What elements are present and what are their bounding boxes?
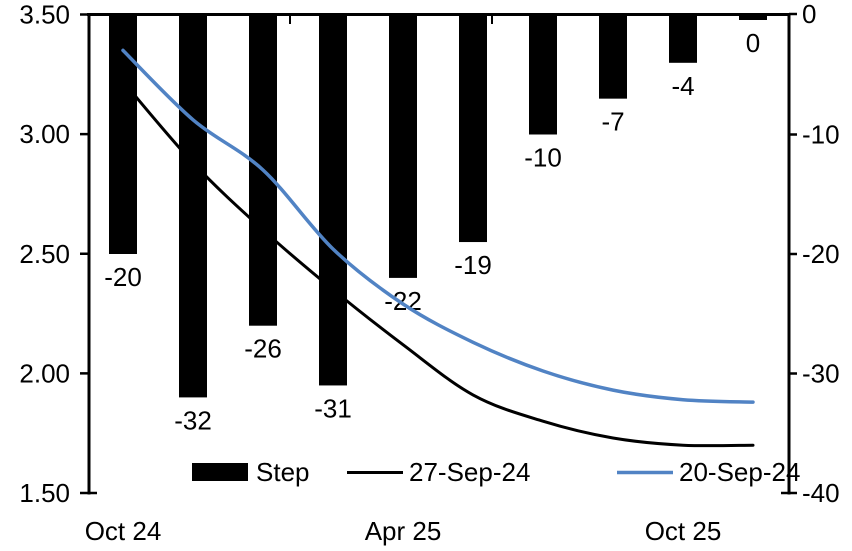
bar-step bbox=[739, 15, 767, 20]
right-axis-tick-label: 0 bbox=[802, 0, 816, 29]
bar-value-label: -19 bbox=[454, 250, 492, 280]
line-series-27-sep-24 bbox=[121, 79, 755, 448]
bar-value-label: -26 bbox=[244, 334, 282, 364]
right-axis-tick-label: -20 bbox=[802, 239, 840, 269]
bar-step bbox=[319, 15, 347, 386]
bar-step bbox=[529, 15, 557, 135]
bar-value-label: -4 bbox=[671, 71, 694, 101]
bar-value-label: -20 bbox=[104, 262, 142, 292]
left-axis-tick-label: 3.00 bbox=[19, 119, 70, 149]
legend-label-step: Step bbox=[256, 457, 310, 487]
bar-value-label: -7 bbox=[601, 107, 624, 137]
bar-value-label: -31 bbox=[314, 393, 352, 423]
right-axis-tick-label: -10 bbox=[802, 120, 840, 150]
left-axis-tick-label: 1.50 bbox=[19, 478, 70, 508]
bar-step bbox=[179, 15, 207, 398]
bar-step bbox=[389, 15, 417, 278]
right-axis-tick-label: -40 bbox=[802, 478, 840, 508]
legend-label-20-sep-24: 20-Sep-24 bbox=[679, 457, 800, 487]
left-axis-tick-label: 2.00 bbox=[19, 358, 70, 388]
legend-swatch-step bbox=[192, 463, 248, 481]
bar-step bbox=[109, 15, 137, 254]
line-series-20-sep-24 bbox=[121, 48, 755, 404]
bar-value-label: -10 bbox=[524, 143, 562, 173]
x-axis-label: Oct 24 bbox=[85, 516, 162, 546]
left-axis-tick-label: 3.50 bbox=[19, 0, 70, 30]
right-axis-tick-label: -30 bbox=[802, 359, 840, 389]
bar-step bbox=[669, 15, 697, 63]
bar-value-label: 0 bbox=[746, 28, 760, 58]
legend-label-27-sep-24: 27-Sep-24 bbox=[409, 457, 530, 487]
bar-step bbox=[599, 15, 627, 99]
left-axis-tick-label: 2.50 bbox=[19, 239, 70, 269]
bar-step bbox=[459, 15, 487, 243]
bar-value-label: -32 bbox=[174, 405, 212, 435]
x-axis-label: Apr 25 bbox=[365, 516, 442, 546]
x-axis-label: Oct 25 bbox=[645, 516, 722, 546]
